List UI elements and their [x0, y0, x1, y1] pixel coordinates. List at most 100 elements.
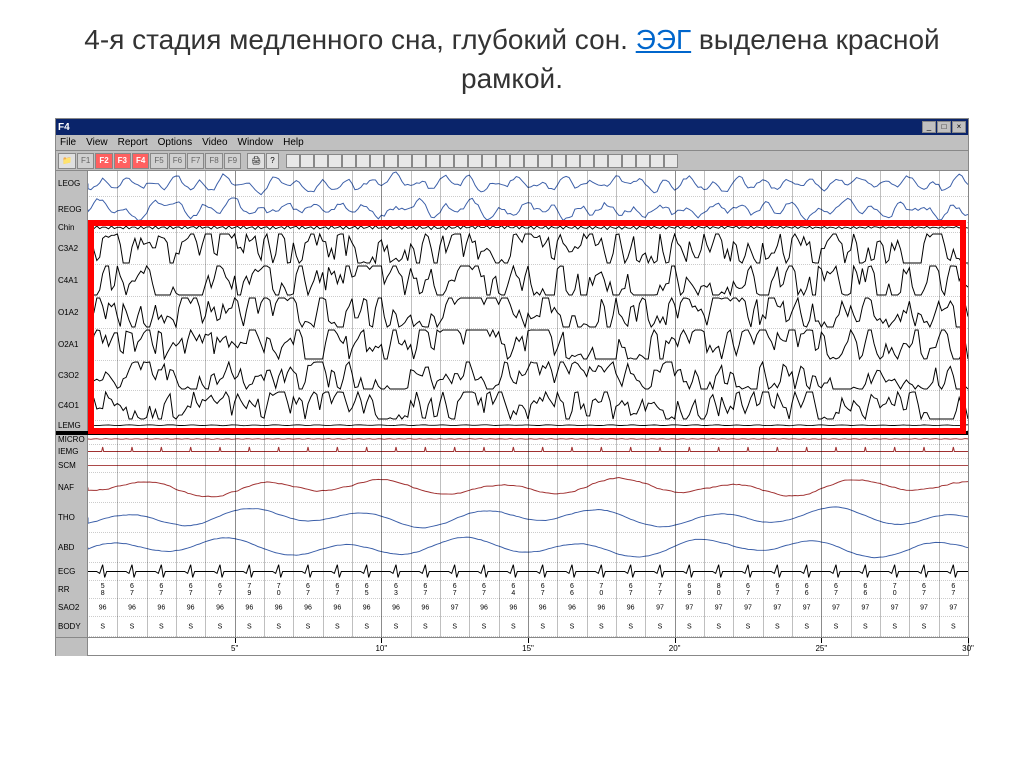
fkey-f5[interactable]: F5 — [150, 153, 167, 169]
menu-file[interactable]: File — [60, 137, 76, 148]
channel-c4a1: C4A1 — [56, 265, 968, 297]
value: S — [775, 623, 780, 630]
value: 6 7 — [775, 583, 779, 597]
value: S — [335, 623, 340, 630]
time-label: 10" — [375, 644, 387, 653]
value: 6 7 — [482, 583, 486, 597]
value: S — [130, 623, 135, 630]
window-title: F4 — [58, 122, 921, 133]
open-button[interactable]: 📁 — [58, 153, 76, 169]
fkey-f8[interactable]: F8 — [205, 153, 222, 169]
time-ticks: 5"10"15"20"25"30" — [88, 638, 968, 655]
value: S — [922, 623, 927, 630]
value: 7 0 — [277, 583, 281, 597]
value: 96 — [187, 604, 195, 611]
value: S — [159, 623, 164, 630]
channel-o1a2: O1A2 — [56, 297, 968, 329]
value: S — [628, 623, 633, 630]
fkey-f7[interactable]: F7 — [187, 153, 204, 169]
channel-c3o2: C3O2 — [56, 361, 968, 391]
fkey-f4[interactable]: F4 — [132, 153, 149, 169]
menu-options[interactable]: Options — [158, 137, 192, 148]
menu-view[interactable]: View — [86, 137, 108, 148]
minimize-button[interactable]: _ — [922, 121, 936, 133]
value: 97 — [656, 604, 664, 611]
time-label: 30" — [962, 644, 974, 653]
value: S — [570, 623, 575, 630]
value: 6 7 — [189, 583, 193, 597]
value: 96 — [539, 604, 547, 611]
value: 97 — [832, 604, 840, 611]
value: S — [423, 623, 428, 630]
channel-body: BODYSSSSSSSSSSSSSSSSSSSSSSSSSSSSSS — [56, 617, 968, 637]
value: S — [218, 623, 223, 630]
channel-lemg: LEMG — [56, 421, 968, 431]
channel-label: O1A2 — [56, 297, 88, 329]
value: 96 — [363, 604, 371, 611]
maximize-button[interactable]: □ — [937, 121, 951, 133]
print-button[interactable]: 🖨 — [247, 153, 265, 169]
slide-title: 4-я стадия медленного сна, глубокий сон.… — [0, 0, 1024, 108]
value: 6 9 — [687, 583, 691, 597]
channel-label: SAO2 — [56, 599, 88, 617]
value: 6 7 — [453, 583, 457, 597]
value: 96 — [421, 604, 429, 611]
channel-label: RR — [56, 581, 88, 599]
value: 6 5 — [365, 583, 369, 597]
value: 96 — [392, 604, 400, 611]
fkey-f6[interactable]: F6 — [169, 153, 186, 169]
channel-label: C3A2 — [56, 233, 88, 265]
channel-label: ABD — [56, 533, 88, 563]
menu-report[interactable]: Report — [118, 137, 148, 148]
channel-label: THO — [56, 503, 88, 533]
value: 97 — [685, 604, 693, 611]
waveform — [88, 533, 968, 562]
value: 6 7 — [922, 583, 926, 597]
value: 6 7 — [951, 583, 955, 597]
channel-label: C4O1 — [56, 391, 88, 421]
value: 97 — [861, 604, 869, 611]
eeg-link[interactable]: ЭЭГ — [636, 24, 691, 55]
value: S — [658, 623, 663, 630]
channel-label: LEOG — [56, 171, 88, 197]
value: 6 7 — [218, 583, 222, 597]
value: 7 9 — [247, 583, 251, 597]
fkey-f2[interactable]: F2 — [95, 153, 112, 169]
channel-o2a1: O2A1 — [56, 329, 968, 361]
value: S — [100, 623, 105, 630]
value: 8 0 — [717, 583, 721, 597]
menu-window[interactable]: Window — [238, 137, 274, 148]
channel-tho: THO — [56, 503, 968, 533]
value: 6 7 — [335, 583, 339, 597]
value: 6 7 — [306, 583, 310, 597]
channel-c4o1: C4O1 — [56, 391, 968, 421]
value: 96 — [597, 604, 605, 611]
channel-reog: REOG — [56, 197, 968, 223]
channel-label: Chin — [56, 223, 88, 233]
channel-label: REOG — [56, 197, 88, 223]
scale-bar[interactable] — [286, 154, 678, 168]
menu-video[interactable]: Video — [202, 137, 227, 148]
menu-help[interactable]: Help — [283, 137, 304, 148]
fkey-f3[interactable]: F3 — [114, 153, 131, 169]
waveform — [88, 197, 968, 222]
waveform — [88, 233, 968, 264]
fkey-f1[interactable]: F1 — [77, 153, 94, 169]
value: 97 — [920, 604, 928, 611]
waveform — [88, 391, 968, 420]
fkey-f9[interactable]: F9 — [224, 153, 241, 169]
close-button[interactable]: × — [952, 121, 966, 133]
channel-iemg: IEMG — [56, 445, 968, 459]
value: S — [188, 623, 193, 630]
channel-label: C4A1 — [56, 265, 88, 297]
channel-scm: SCM — [56, 459, 968, 473]
waveform — [88, 171, 968, 196]
help-button[interactable]: ? — [266, 153, 278, 169]
channel-c3a2: C3A2 — [56, 233, 968, 265]
value: 6 6 — [863, 583, 867, 597]
value: S — [834, 623, 839, 630]
value: S — [892, 623, 897, 630]
channel-label: IEMG — [56, 445, 88, 459]
waveform — [88, 297, 968, 328]
value: 6 7 — [423, 583, 427, 597]
